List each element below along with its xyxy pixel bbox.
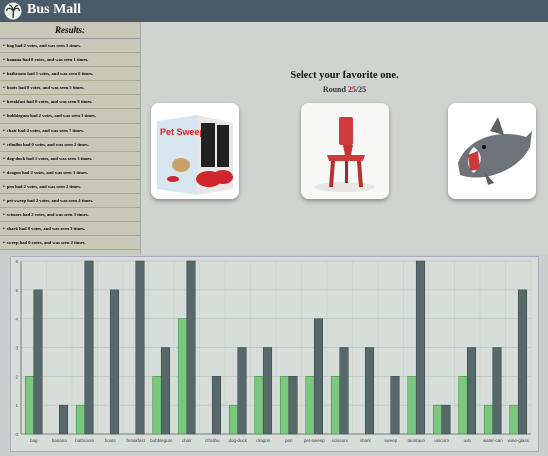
x-tick-label: cthulhu [205, 438, 220, 443]
x-tick-label: bag [30, 438, 38, 443]
choice-chair[interactable] [301, 103, 389, 199]
view-bar [466, 347, 477, 435]
result-item: banana had 0 votes, and was seen 1 times… [0, 53, 140, 68]
x-tick-label: bubblegum [150, 438, 173, 443]
vote-bar [483, 404, 494, 435]
y-tick-label: 6 [15, 259, 18, 264]
x-tick-label: banana [52, 438, 68, 443]
y-tick-label: 1 [15, 403, 18, 408]
result-item: pet-sweep had 2 votes, and was seen 4 ti… [0, 194, 140, 209]
result-item: boots had 0 votes, and was seen 5 times. [0, 81, 140, 96]
results-list: bag had 2 votes, and was seen 5 times.ba… [0, 39, 140, 251]
vote-bar [228, 404, 239, 435]
result-item: pen had 2 votes, and was seen 2 times. [0, 180, 140, 195]
result-item: breakfast had 0 votes, and was seen 8 ti… [0, 95, 140, 110]
x-tick-label: pen [285, 438, 293, 443]
view-bar [33, 289, 43, 435]
view-bar [211, 376, 222, 435]
round-current: 25 [347, 85, 356, 94]
chair-image [301, 103, 389, 199]
round-total: /25 [355, 85, 367, 94]
x-tick-label: dragon [256, 438, 271, 443]
view-bar [364, 347, 375, 435]
vote-bar [509, 404, 519, 435]
vote-bar [279, 376, 290, 435]
x-tick-label: unicorn [434, 438, 449, 443]
view-bar [84, 260, 94, 435]
x-tick-label: pet-sweep [304, 438, 325, 443]
result-item: dog-duck had 1 votes, and was seen 3 tim… [0, 152, 140, 166]
x-tick-label: shark [360, 438, 372, 443]
view-bar [262, 347, 273, 435]
result-item: bathroom had 1 votes, and was seen 6 tim… [0, 67, 140, 82]
app-header: Bus Mall [0, 0, 548, 22]
app-title: Bus Mall [27, 2, 82, 17]
round-label: Round [322, 85, 346, 94]
y-tick-label: 4 [15, 317, 18, 322]
view-bar [58, 404, 69, 435]
result-item: scissors had 2 votes, and was seen 3 tim… [0, 208, 140, 223]
view-bar [517, 289, 528, 435]
view-bar [288, 376, 298, 435]
y-tick-label: 5 [15, 288, 18, 293]
view-bar [339, 347, 349, 435]
view-bar [237, 347, 247, 435]
view-bar [135, 260, 145, 435]
pet-sweep-box-text: Pet Sweep [160, 127, 206, 137]
y-tick-label: 0 [15, 432, 18, 437]
x-tick-label: scissors [332, 438, 349, 443]
x-tick-label: usb [464, 438, 472, 443]
results-chart: bag banana bathroom boots breakfast bubblegum… [10, 256, 539, 452]
x-tick-label: sweep [384, 438, 398, 443]
vote-bar [24, 376, 35, 435]
view-bar [415, 260, 426, 435]
view-bar [313, 318, 324, 435]
vote-bar [432, 404, 443, 435]
x-tick-label: breakfast [126, 438, 145, 443]
voting-panel: Select your favorite one. Round 25/25 Pe… [141, 22, 548, 254]
results-sidebar: Results: bag had 2 votes, and was seen 5… [0, 22, 141, 254]
result-item: cthulhu had 0 votes, and was seen 2 time… [0, 138, 140, 152]
x-tick-label: water-can [483, 438, 503, 443]
result-item: sweep had 0 votes, and was seen 2 times. [0, 236, 140, 251]
view-bar [186, 260, 196, 435]
x-tick-label: bathroom [75, 438, 94, 443]
result-item: dragon had 2 votes, and was seen 3 times… [0, 166, 140, 180]
x-tick-label: chair [182, 438, 192, 443]
view-bar [109, 289, 120, 435]
result-item: bubblegum had 2 votes, and was seen 3 ti… [0, 109, 140, 124]
x-tick-label: wine-glass [508, 438, 530, 443]
view-bar [492, 347, 502, 435]
view-bar [441, 404, 451, 435]
page-prompt: Select your favorite one. [290, 70, 399, 81]
vote-bar [330, 376, 341, 435]
choice-shark[interactable] [448, 103, 536, 199]
choice-pet-sweep[interactable]: Pet Sweep [151, 103, 239, 199]
results-title: Results: [0, 22, 140, 39]
x-tick-label: dog-duck [228, 438, 247, 443]
shark-image [448, 103, 536, 199]
view-bar [160, 347, 171, 435]
view-bar [390, 376, 400, 435]
votes-chart-svg: bag banana bathroom boots breakfast bubblegum… [15, 259, 532, 443]
pet-sweep-image: Pet Sweep [151, 103, 239, 199]
vote-bar [305, 376, 315, 435]
vote-bar [407, 376, 417, 435]
result-item: shark had 0 votes, and was seen 3 times. [0, 222, 140, 237]
vote-bar [152, 376, 162, 435]
result-item: bag had 2 votes, and was seen 5 times. [0, 39, 140, 54]
x-tick-label: tauntaun [407, 438, 425, 443]
y-tick-label: 3 [15, 346, 18, 351]
x-tick-label: boots [105, 438, 117, 443]
vote-bar [75, 404, 86, 435]
result-item: chair had 4 votes, and was seen 7 times. [0, 124, 140, 138]
vote-bar [458, 376, 468, 435]
round-indicator: Round 25/25 [141, 85, 548, 94]
y-tick-label: 2 [15, 374, 18, 379]
vote-bar [177, 318, 188, 435]
palm-tree-icon [4, 2, 22, 20]
vote-bar [254, 376, 264, 435]
